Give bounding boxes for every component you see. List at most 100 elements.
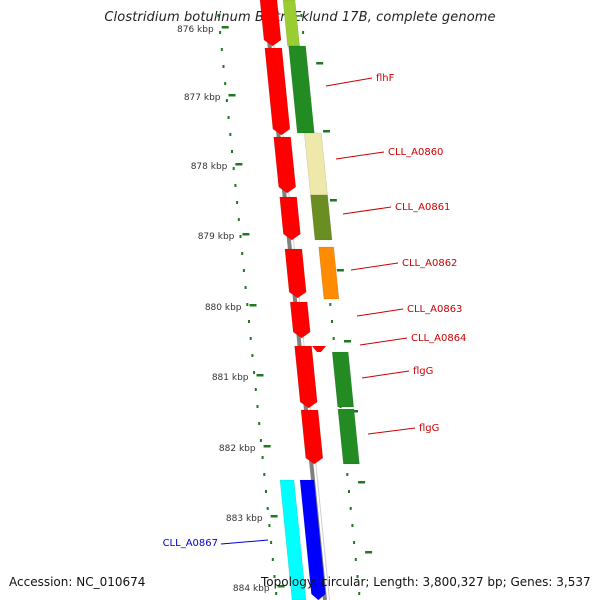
scale-dot (236, 201, 239, 204)
scale-dot (300, 14, 303, 17)
scale-label: 877 kbp (184, 93, 221, 103)
gene-label-leader (342, 206, 392, 215)
scale-dot (254, 388, 257, 391)
scale-label: 878 kbp (191, 162, 228, 172)
gene-label-leader (325, 77, 373, 87)
major-tick (235, 163, 243, 166)
scale-dot (265, 490, 267, 493)
scale-dot (354, 558, 357, 561)
cds-arrow (294, 345, 318, 409)
scale-dot (331, 320, 333, 323)
scale-dot (222, 65, 225, 68)
gene-label: CLL_A0867 (163, 538, 218, 549)
scale-dot (358, 592, 361, 595)
topology-label: Topology: circular; Length: 3,800,327 bp… (261, 575, 591, 589)
feature-flhF-cog (282, 0, 300, 47)
scale-dot (219, 31, 222, 34)
major-tick (242, 233, 250, 236)
scale-dot (220, 48, 223, 51)
scale-dot (251, 354, 254, 357)
gene-label: flhF (376, 73, 395, 84)
scale-dot (348, 490, 350, 493)
major-tick (365, 551, 373, 554)
scale-dot (266, 507, 269, 510)
scale-label: 880 kbp (205, 303, 242, 313)
scale-dot (239, 235, 242, 238)
major-tick (263, 445, 271, 448)
major-tick (329, 199, 337, 202)
gene-label: CLL_A0863 (407, 304, 462, 315)
scale-dot (346, 473, 349, 476)
feature-flgG-1 (331, 351, 355, 408)
scale-label: 879 kbp (198, 232, 235, 242)
scale-dot (229, 133, 232, 136)
scale-dot (253, 371, 256, 374)
scale-dot (217, 14, 220, 17)
genome-title: Clostridium botulinum B str. Eklund 17B,… (104, 10, 496, 25)
scale-dot (275, 592, 278, 595)
scale-dot (270, 541, 273, 544)
scale-dot (302, 31, 305, 34)
major-tick (277, 585, 285, 588)
scale-label: 883 kbp (226, 514, 263, 524)
cds-arrow (312, 346, 326, 352)
scale-dot (234, 184, 237, 187)
gene-label-leader (350, 262, 399, 271)
scale-label: 881 kbp (212, 373, 249, 383)
major-tick (336, 269, 344, 272)
scale-dot (242, 269, 245, 272)
gene-label: CLL_A0860 (388, 147, 443, 158)
scale-dot (349, 507, 352, 510)
feature-CLL_A0867 (299, 479, 326, 600)
scale-dot (227, 116, 230, 119)
cds-arrow (273, 136, 297, 194)
scale-dot (356, 575, 359, 578)
major-tick (228, 94, 236, 97)
scale-dot (268, 524, 271, 527)
gene-label: flgG (413, 366, 433, 377)
scale-dot (263, 473, 266, 476)
gene-label-leader (356, 308, 404, 317)
scale-dot (332, 337, 335, 340)
cds-arrow (259, 0, 282, 47)
scale-dot (232, 167, 235, 170)
scale-dot (271, 558, 274, 561)
major-tick (358, 481, 366, 484)
gene-label-leader (359, 337, 408, 346)
feature-CLL_A0862 (318, 246, 340, 300)
scale-dot (248, 320, 250, 323)
scale-dot (273, 575, 276, 578)
scale-dot (237, 218, 240, 221)
scale-dot (244, 286, 247, 289)
major-tick (344, 340, 351, 343)
feature-CLL_A0860 (303, 132, 328, 196)
gene-label-leader (220, 539, 269, 545)
major-tick (270, 515, 278, 518)
scale-dot (224, 82, 227, 85)
cds-arrow (264, 47, 291, 136)
scale-dot (231, 150, 233, 153)
scale-dot (256, 405, 259, 408)
scale-dot (353, 541, 356, 544)
feature-CLL_A0867-cog (279, 479, 307, 600)
gene-label: CLL_A0861 (395, 202, 450, 213)
feature-CLL_A0861 (310, 194, 333, 241)
cds-arrow (289, 301, 311, 339)
major-tick (316, 62, 324, 65)
scale-dot (351, 524, 354, 527)
scale-dot (249, 337, 252, 340)
gene-label: CLL_A0862 (402, 258, 457, 269)
gene-label-leader (367, 427, 416, 435)
cds-arrow (284, 248, 307, 299)
major-tick (221, 26, 229, 29)
gene-label-leader (361, 370, 410, 379)
cds-arrow (279, 196, 301, 241)
cds-arrow (300, 409, 324, 465)
feature-flgG-2 (337, 408, 360, 465)
scale-label: 882 kbp (219, 444, 256, 454)
scale-dot (225, 99, 228, 102)
major-tick (351, 410, 358, 413)
accession-label: Accession: NC_010674 (9, 575, 146, 589)
scale-dot (246, 303, 249, 306)
